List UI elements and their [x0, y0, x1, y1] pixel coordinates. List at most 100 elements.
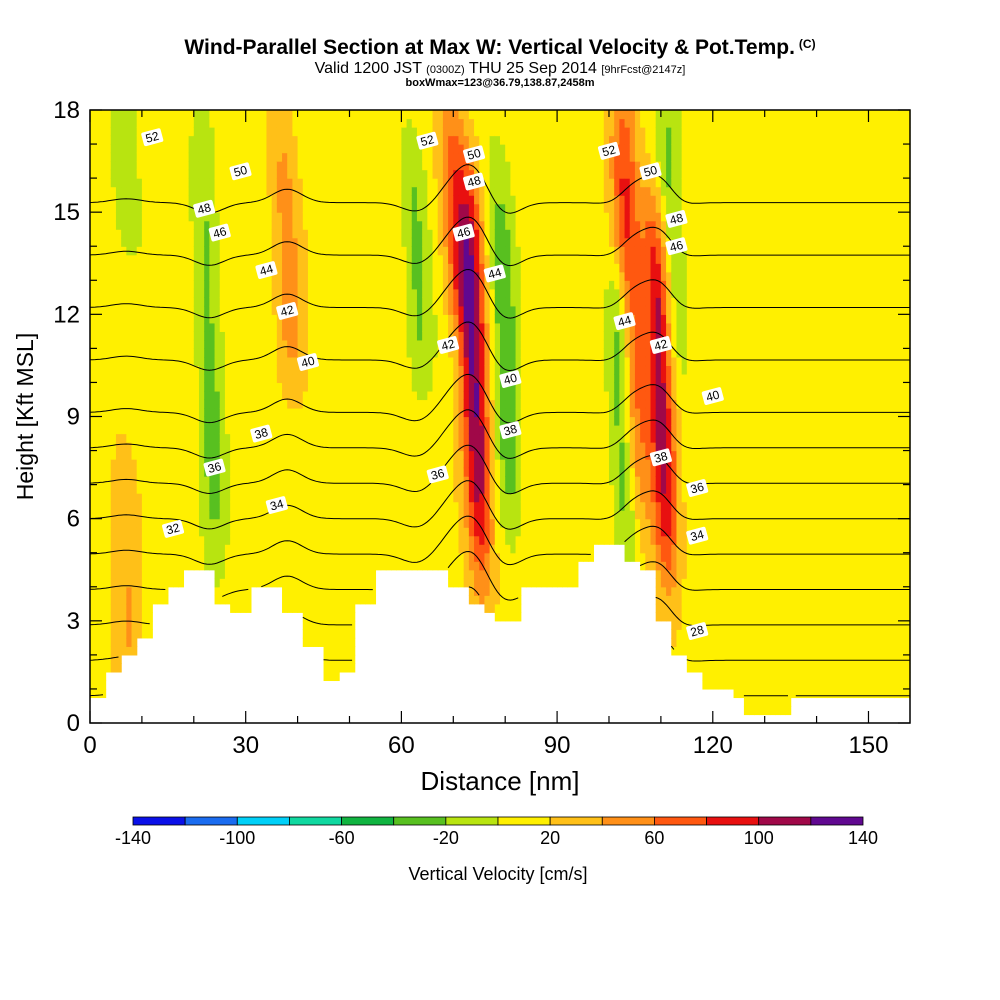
- y-tick-label: 0: [67, 710, 80, 737]
- colorbar-bin: [654, 816, 707, 826]
- isentrope-label-text: 38: [653, 449, 670, 466]
- colorbar-tick-label: 60: [644, 828, 664, 848]
- label-bg: [141, 128, 164, 147]
- colorbar-bin: [758, 816, 812, 826]
- isentrope-label: 52: [597, 141, 621, 160]
- isentrope-52: [89, 164, 910, 214]
- label-bg: [162, 519, 185, 538]
- isentrope-44: [89, 373, 910, 424]
- label-bg: [463, 145, 486, 164]
- isentrope-label-text: 42: [653, 336, 670, 353]
- colorbar-bin: [810, 816, 864, 826]
- valid-utc: (0300Z): [426, 64, 465, 76]
- isentrope-label: 46: [665, 237, 688, 256]
- isentrope-lines: [89, 164, 910, 697]
- colorbar-bin: [184, 816, 238, 826]
- isentrope-label-text: 40: [502, 370, 519, 387]
- isentrope-label-text: 46: [211, 224, 228, 241]
- label-bg: [437, 336, 460, 354]
- isentrope-38: [89, 480, 910, 530]
- label-bg: [416, 131, 439, 150]
- isentrope-label-text: 42: [279, 302, 296, 319]
- isentrope-label-text: 50: [232, 163, 249, 180]
- colorbar-bin: [132, 816, 186, 826]
- isentrope-label: 40: [296, 353, 319, 371]
- chart-title: Wind-Parallel Section at Max W: Vertical…: [184, 36, 816, 59]
- isentrope-label: 36: [426, 465, 449, 484]
- label-bg: [686, 479, 709, 497]
- label-bg: [255, 261, 278, 279]
- valid-date: THU 25 Sep 2014: [468, 60, 597, 77]
- colorbar-tick-label: 140: [848, 828, 878, 848]
- colorbar-tick-label: -140: [115, 828, 151, 848]
- velocity-field: [90, 110, 911, 716]
- isentrope-label-text: 50: [466, 146, 483, 163]
- isentrope-label: 50: [229, 162, 252, 181]
- isentrope-label: 50: [463, 145, 486, 164]
- isentrope-label-text: 44: [258, 261, 275, 278]
- label-bg: [686, 622, 709, 640]
- isentrope-label-text: 38: [502, 422, 519, 439]
- isentrope-label-text: 48: [196, 200, 213, 217]
- y-tick-label: 15: [53, 199, 80, 226]
- isentrope-label: 38: [649, 448, 672, 467]
- isentrope-label-text: 40: [300, 353, 317, 370]
- isentrope-label: 40: [701, 387, 724, 405]
- label-bg: [229, 162, 252, 181]
- isentrope-label: 42: [276, 302, 299, 320]
- label-bg: [613, 312, 636, 331]
- isentrope-label: 34: [265, 496, 288, 514]
- isentrope-40: [89, 444, 910, 495]
- isentrope-label: 48: [665, 210, 688, 228]
- isentrope-label: 48: [193, 199, 216, 218]
- box-info: boxWmax=123@36.79,138.87,2458m: [405, 77, 595, 89]
- isentrope-label: 44: [483, 264, 506, 283]
- isentrope-label-text: 40: [705, 387, 722, 404]
- colorbar-bin: [549, 816, 603, 826]
- colorbar-tick-label: 20: [540, 828, 560, 848]
- valid-time: Valid 1200 JST: [314, 60, 422, 77]
- colorbar-tick-label: 100: [744, 828, 774, 848]
- colorbar-bin: [497, 816, 551, 826]
- isentrope-label-text: 50: [642, 163, 659, 180]
- isentrope-label-text: 34: [689, 527, 706, 544]
- isentrope-label: 42: [649, 336, 672, 354]
- isentrope-label: 42: [437, 336, 460, 354]
- isentrope-label: 48: [463, 172, 486, 191]
- x-tick-label: 0: [83, 732, 96, 759]
- isentrope-28: [89, 694, 910, 697]
- isentrope-label-text: 38: [253, 425, 270, 442]
- isentrope-label-text: 44: [616, 313, 633, 330]
- label-bg: [208, 223, 231, 242]
- label-bg: [265, 496, 288, 514]
- label-bg: [463, 172, 486, 191]
- isentrope-label-text: 44: [487, 265, 504, 282]
- label-bg: [639, 162, 662, 181]
- isentrope-label-text: 46: [455, 224, 472, 241]
- chart-subtitle: Valid 1200 JST (0300Z) THU 25 Sep 2014 […: [0, 60, 1000, 78]
- x-tick-label: 30: [232, 732, 259, 759]
- colorbar: -140 -100 -60 -20 20 60 100 140 Vertical Velocit…: [115, 816, 878, 884]
- isentrope-label-text: 28: [689, 622, 706, 639]
- isentrope-label-text: 36: [206, 459, 223, 476]
- y-tick-label: 12: [53, 301, 80, 328]
- x-tick-label: 60: [388, 732, 415, 759]
- colorbar-bin: [706, 816, 760, 826]
- colorbar-tick-label: -100: [219, 828, 255, 848]
- isentrope-label-text: 32: [165, 520, 182, 537]
- label-bg: [250, 424, 273, 443]
- colorbar-bin: [445, 816, 499, 826]
- isentrope-label: 46: [208, 223, 231, 242]
- copyright-mark: (C): [798, 37, 816, 51]
- colorbar-bin: [236, 816, 290, 826]
- label-bg: [296, 353, 319, 371]
- isentrope-label: 34: [686, 526, 709, 545]
- label-bg: [483, 264, 506, 283]
- label-bg: [193, 199, 216, 218]
- label-bg: [452, 223, 475, 242]
- y-axis-label: Height [Kft MSL]: [12, 333, 38, 500]
- y-tick-label: 9: [67, 404, 80, 431]
- isentrope-label: 36: [686, 479, 709, 497]
- label-bg: [665, 237, 688, 256]
- isentrope-label-text: 52: [601, 142, 618, 159]
